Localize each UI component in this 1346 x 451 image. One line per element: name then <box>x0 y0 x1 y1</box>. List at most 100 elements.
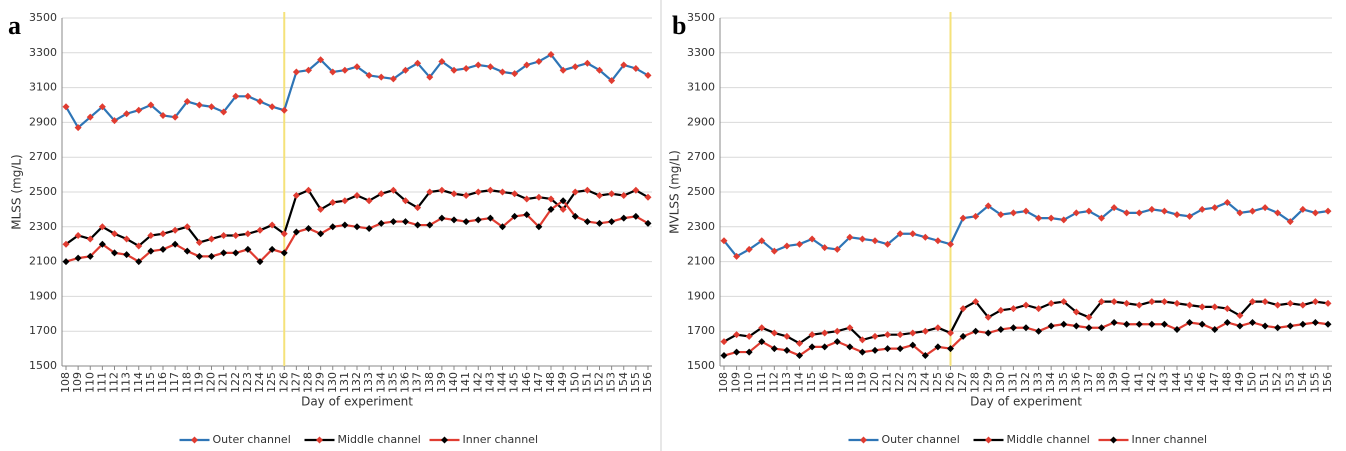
marker <box>1098 214 1105 222</box>
marker <box>377 73 385 81</box>
marker <box>98 240 106 248</box>
marker <box>62 103 70 111</box>
marker <box>341 221 349 229</box>
marker <box>884 240 892 248</box>
marker <box>1135 209 1143 217</box>
x-tick-label: 111 <box>95 372 108 393</box>
x-tick-label: 117 <box>830 372 843 393</box>
panel-label: b <box>672 11 686 40</box>
marker <box>720 338 728 346</box>
marker <box>1060 216 1068 224</box>
marker <box>972 327 980 335</box>
legend-marker <box>441 436 448 444</box>
marker <box>1223 305 1231 313</box>
marker <box>147 247 155 255</box>
marker <box>305 186 312 194</box>
marker <box>535 193 543 201</box>
marker <box>426 221 434 229</box>
marker <box>111 230 118 238</box>
marker <box>858 336 866 344</box>
marker <box>414 59 422 67</box>
x-tick-label: 124 <box>253 372 266 393</box>
marker <box>438 58 446 65</box>
marker <box>1249 207 1256 215</box>
x-tick-label: 129 <box>314 372 327 393</box>
x-tick-label: 123 <box>241 372 254 393</box>
marker <box>871 237 879 245</box>
marker <box>909 341 917 349</box>
marker <box>733 331 741 339</box>
x-tick-label: 120 <box>205 372 218 393</box>
marker <box>486 214 494 222</box>
x-tick-label: 127 <box>289 372 302 393</box>
marker <box>1173 325 1181 333</box>
marker <box>1324 299 1332 307</box>
marker <box>1160 320 1168 328</box>
marker <box>353 63 361 71</box>
marker <box>365 197 373 205</box>
marker <box>1286 218 1294 226</box>
marker <box>1148 298 1156 306</box>
marker <box>171 113 179 121</box>
marker <box>896 345 904 353</box>
marker <box>608 218 616 226</box>
marker <box>720 237 728 245</box>
marker <box>402 197 409 205</box>
x-tick-label: 156 <box>641 372 654 393</box>
marker <box>1009 305 1017 313</box>
marker <box>821 244 829 252</box>
marker <box>1311 298 1319 306</box>
marker <box>208 252 215 260</box>
x-tick-label: 144 <box>496 372 509 393</box>
marker <box>1249 319 1256 326</box>
marker <box>1148 205 1156 213</box>
marker <box>462 191 470 199</box>
marker <box>1123 299 1131 307</box>
marker <box>268 103 276 111</box>
marker <box>571 212 579 220</box>
marker <box>147 101 155 109</box>
x-tick-label: 147 <box>1208 372 1221 393</box>
x-tick-label: 115 <box>144 372 157 393</box>
marker <box>821 343 829 351</box>
marker <box>123 235 131 243</box>
x-tick-label: 116 <box>156 372 169 393</box>
marker <box>596 219 603 227</box>
marker <box>171 226 179 234</box>
marker <box>884 331 892 339</box>
x-tick-label: 128 <box>969 372 982 393</box>
x-tick-label: 140 <box>1120 372 1133 393</box>
x-tick-label: 155 <box>1308 372 1321 393</box>
x-tick-label: 140 <box>447 372 460 393</box>
marker <box>1274 301 1282 309</box>
y-tick-label: 1500 <box>29 359 57 372</box>
marker <box>232 249 240 257</box>
x-tick-label: 113 <box>780 372 793 393</box>
marker <box>547 195 555 203</box>
x-tick-label: 144 <box>1170 372 1183 393</box>
x-tick-label: 131 <box>1006 372 1019 393</box>
marker <box>86 113 94 121</box>
marker <box>450 66 458 74</box>
y-tick-label: 2300 <box>687 220 715 233</box>
marker <box>1035 305 1043 313</box>
x-tick-label: 151 <box>1258 372 1271 393</box>
marker <box>796 240 803 248</box>
marker <box>846 233 854 241</box>
marker <box>244 230 252 238</box>
marker <box>159 111 167 119</box>
x-tick-label: 153 <box>605 372 618 393</box>
marker <box>1148 320 1156 328</box>
marker <box>1035 214 1043 222</box>
marker <box>1085 324 1093 332</box>
x-tick-label: 136 <box>1069 372 1082 393</box>
marker <box>796 352 803 360</box>
x-tick-label: 135 <box>386 372 399 393</box>
x-tick-label: 142 <box>1145 372 1158 393</box>
marker <box>98 103 106 111</box>
marker <box>846 343 854 351</box>
x-tick-label: 122 <box>893 372 906 393</box>
marker <box>758 237 766 245</box>
y-tick-label: 2500 <box>687 185 715 198</box>
y-tick-label: 2500 <box>29 185 57 198</box>
